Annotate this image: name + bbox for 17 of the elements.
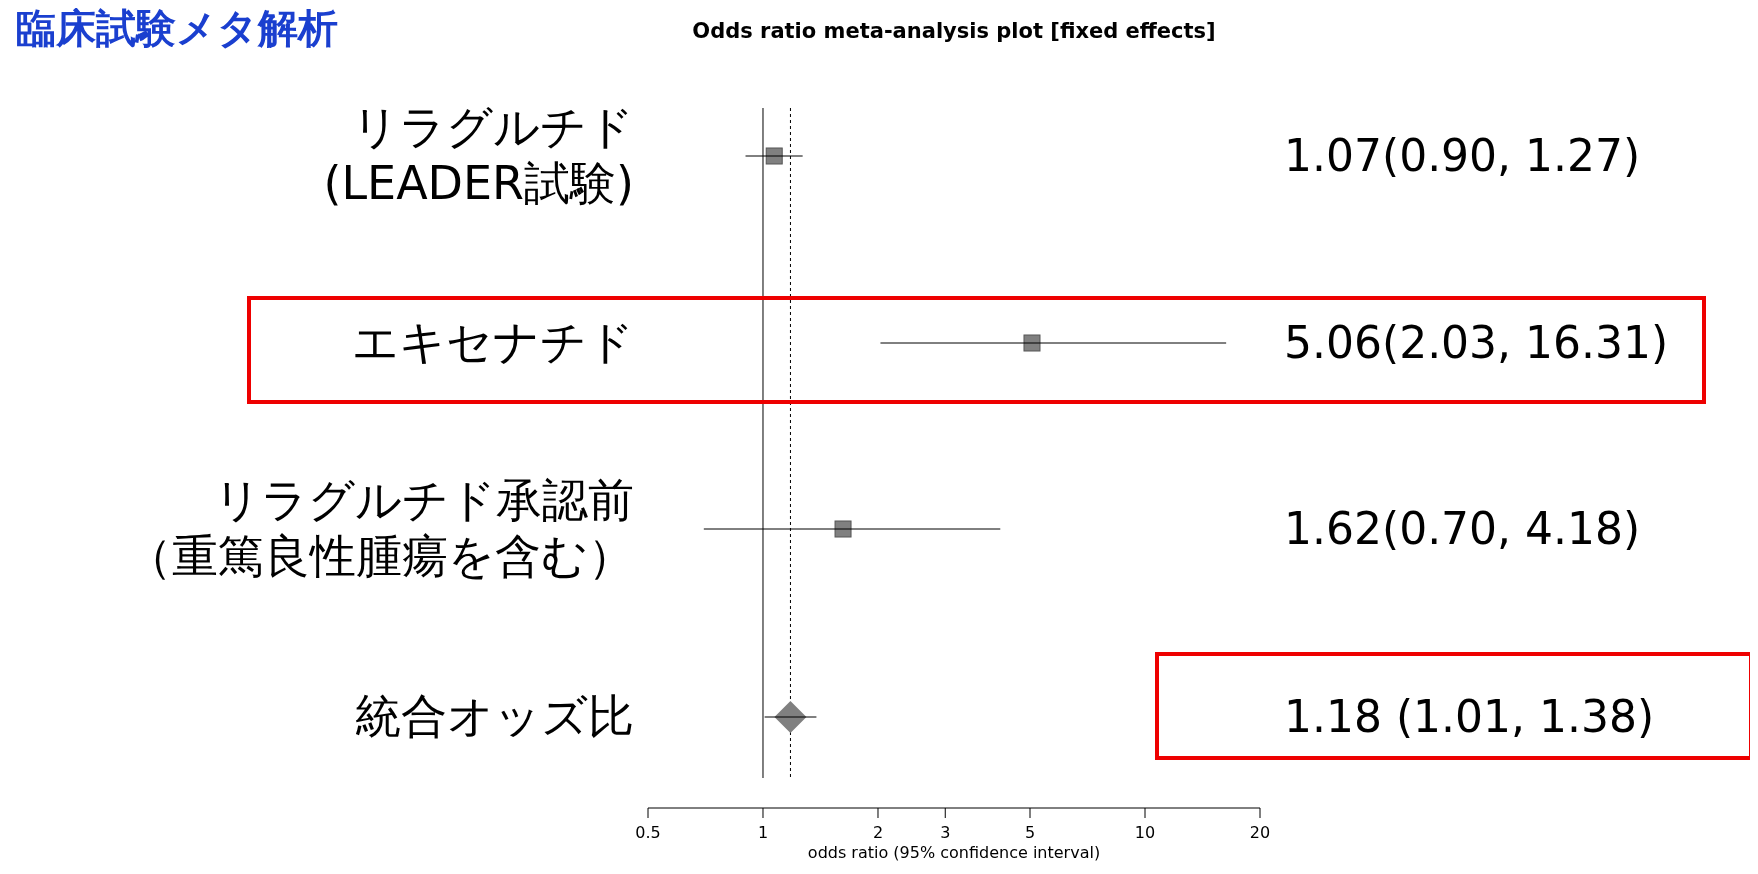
y-tick-label: エキセナチド <box>352 315 634 369</box>
x-tick-label: 3 <box>940 823 951 842</box>
text: 1.62(0.70, 4.18) <box>1284 503 1641 554</box>
x-tick-label: 1 <box>757 823 769 842</box>
y-tick-label: リラグルチド(LEADER試験) <box>323 100 634 210</box>
x-tick-label: 20 <box>1249 823 1271 842</box>
chart-subtitle: Odds ratio meta-analysis plot [fixed effects] <box>692 19 1216 43</box>
text: 1.18 (1.01, 1.38) <box>1284 691 1655 742</box>
x-tick-label: 10 <box>1134 823 1156 842</box>
y-tick-label: 統合オッズ比 <box>355 689 634 743</box>
text: 1.07(0.90, 1.27) <box>1284 130 1641 181</box>
text: 5.06(2.03, 16.31) <box>1284 317 1669 368</box>
x-tick-label: 5 <box>1024 823 1036 842</box>
y-tick-label: リラグルチド承認前（重篤良性腫瘍を含む） <box>126 473 634 583</box>
x-tick-label: 0.5 <box>635 823 661 842</box>
x-axis-title: odds ratio (95% confidence interval) <box>807 843 1101 862</box>
x-tick-label: 2 <box>872 823 884 842</box>
